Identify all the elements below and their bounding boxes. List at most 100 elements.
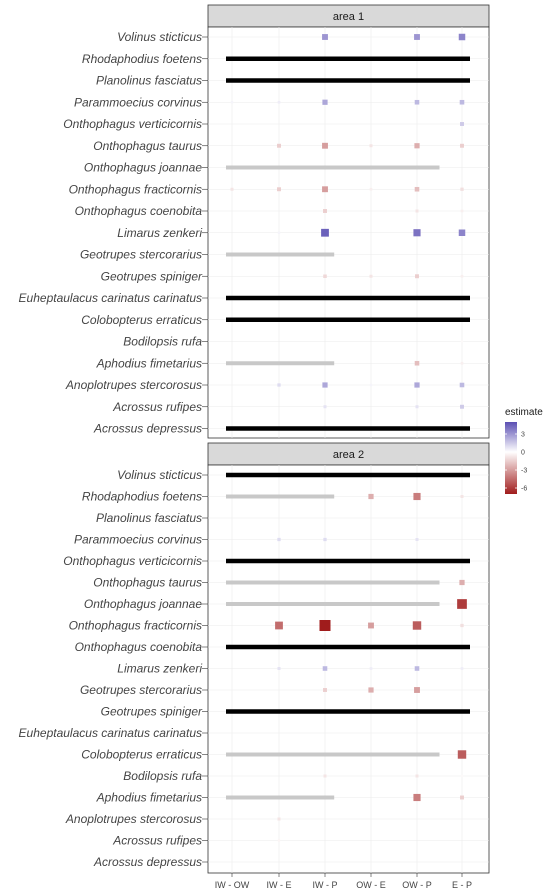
y-tick-label: Geotrupes stercorarius [80, 248, 202, 262]
y-tick-label: Onthophagus fracticornis [69, 619, 202, 633]
legend-title: estimate [505, 407, 543, 418]
estimate-square [457, 750, 467, 759]
y-tick-label: Acrossus rufipes [112, 400, 202, 414]
y-tick-label: Limarus zenkeri [117, 662, 202, 676]
x-tick-label: OW - P [402, 880, 432, 890]
estimate-square [460, 143, 464, 148]
estimate-square [414, 99, 420, 105]
estimate-square [275, 621, 283, 630]
y-tick-label: Onthophagus fracticornis [69, 182, 202, 196]
estimate-square [460, 667, 464, 670]
y-tick-label: Euheptaulacus carinatus carinatus [19, 291, 202, 305]
estimate-square [413, 229, 421, 237]
estimate-square [368, 687, 374, 693]
estimate-square [277, 537, 281, 542]
estimate-square [369, 144, 373, 148]
x-tick-label: E - P [452, 880, 472, 890]
panels-layer: area 1 Volinus sticticus Rhodaphodius foet… [19, 4, 490, 874]
estimate-square [368, 493, 374, 500]
estimate-square [459, 382, 465, 388]
estimate-square [321, 228, 329, 237]
y-tick-label: Onthophagus taurus [93, 139, 202, 153]
x-tick-label: OW - E [356, 880, 386, 890]
estimate-square [413, 492, 421, 501]
y-tick-label: Parammoecius corvinus [74, 533, 202, 547]
estimate-square [415, 209, 419, 213]
y-tick-label: Limarus zenkeri [117, 226, 202, 240]
estimate-square [412, 621, 422, 630]
estimate-square [460, 774, 464, 778]
facet-panel-2: area 2 Volinus sticticus Rhodaphodius foet… [19, 442, 490, 874]
legend-tick-label: 0 [521, 450, 525, 457]
y-tick-label: Bodilopsis rufa [123, 769, 202, 783]
estimate-square [277, 100, 281, 104]
estimate-square [230, 101, 234, 104]
estimate-square [369, 667, 373, 670]
estimate-square [460, 187, 464, 191]
y-tick-label: Colobopterus erraticus [81, 748, 202, 762]
y-tick-label: Planolinus fasciatus [96, 74, 202, 88]
facet-strip-label: area 2 [333, 449, 364, 461]
y-tick-label: Onthophagus verticicornis [63, 554, 202, 568]
estimate-square [368, 622, 374, 629]
y-tick-label: Geotrupes spiniger [101, 269, 203, 283]
estimate-square [323, 209, 327, 213]
y-tick-label: Onthophagus taurus [93, 576, 202, 590]
y-tick-label: Volinus sticticus [117, 468, 202, 482]
estimate-square [277, 839, 281, 842]
y-tick-label: Bodilopsis rufa [123, 335, 202, 349]
y-tick-label: Aphodius fimetarius [96, 791, 202, 805]
estimate-square [277, 817, 281, 821]
y-tick-label: Geotrupes stercorarius [80, 683, 202, 697]
estimate-square [414, 360, 420, 366]
x-tick-label: IW - E [267, 880, 292, 890]
x-axis: IW - OW IW - E IW - P OW - E OW - P E - P [215, 873, 472, 890]
legend-tick-label: -6 [521, 486, 527, 493]
legend-tick-label: 3 [521, 432, 525, 439]
estimate-square [414, 382, 420, 388]
estimate-square [322, 382, 328, 388]
estimate-square [322, 142, 328, 149]
x-tick-label: IW - P [313, 880, 338, 890]
estimate-square [322, 186, 328, 193]
facet-panel-1: area 1 Volinus sticticus Rhodaphodius foet… [19, 4, 490, 439]
estimate-square [323, 688, 327, 692]
estimate-square [323, 537, 327, 542]
facet-strip-label: area 1 [333, 11, 364, 23]
estimate-square [322, 666, 328, 671]
y-tick-label: Anoplotrupes stercorosus [65, 378, 202, 392]
estimate-square [277, 143, 281, 148]
estimate-square [414, 186, 420, 192]
y-tick-label: Euheptaulacus carinatus carinatus [19, 726, 202, 740]
estimate-square [460, 340, 464, 343]
estimate-square [460, 209, 464, 213]
y-tick-label: Volinus sticticus [117, 30, 202, 44]
estimate-square [277, 383, 281, 387]
y-tick-label: Acrossus depressus [93, 855, 202, 869]
estimate-square [319, 620, 331, 631]
y-tick-label: Rhodaphodius foetens [82, 490, 202, 504]
panel-frame [207, 464, 490, 874]
estimate-square [460, 122, 464, 126]
estimate-square [460, 361, 464, 365]
estimate-square [322, 99, 328, 105]
y-tick-label: Rhodaphodius foetens [82, 52, 202, 66]
estimate-square [413, 793, 421, 802]
estimate-square [369, 274, 373, 278]
y-tick-label: Parammoecius corvinus [74, 95, 202, 109]
estimate-square [322, 34, 328, 40]
estimate-square [414, 687, 420, 693]
y-tick-label: Geotrupes spiniger [101, 705, 203, 719]
estimate-square [323, 274, 327, 279]
estimate-square [415, 274, 419, 279]
estimate-square [369, 383, 373, 387]
estimate-square [457, 599, 467, 609]
estimate-square [277, 187, 281, 192]
estimate-square [369, 187, 373, 191]
estimate-square [415, 537, 419, 542]
legend: estimate 3 0 -3 -6 [505, 407, 543, 494]
y-tick-label: Onthophagus verticicornis [63, 117, 202, 131]
estimate-square [458, 33, 466, 41]
estimate-square [460, 404, 464, 409]
